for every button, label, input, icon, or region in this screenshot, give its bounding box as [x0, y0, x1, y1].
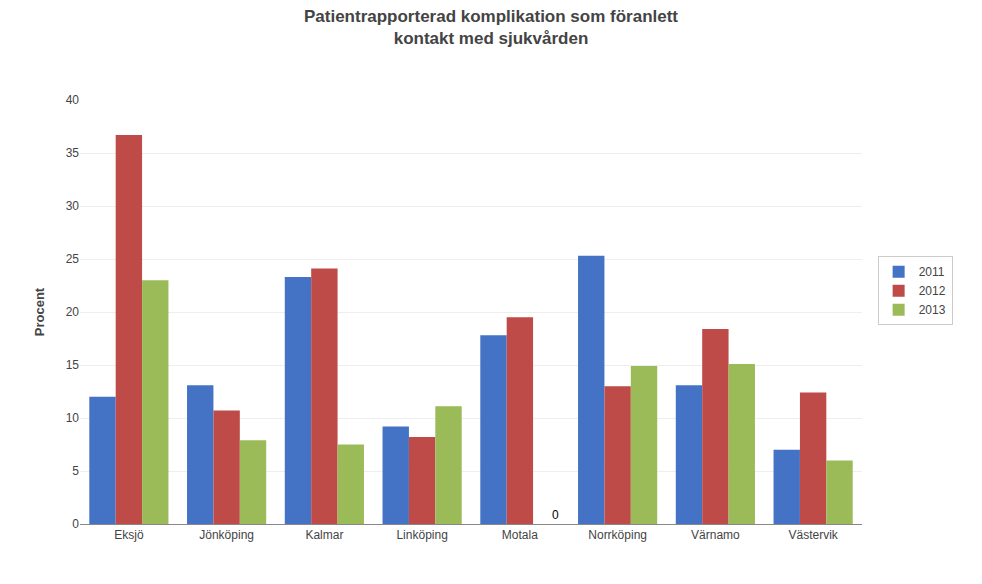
- svg-text:15: 15: [66, 358, 80, 372]
- svg-text:25: 25: [66, 252, 80, 266]
- svg-text:2011: 2011: [919, 265, 945, 279]
- svg-text:35: 35: [66, 146, 80, 160]
- svg-text:Eksjö: Eksjö: [114, 528, 144, 542]
- svg-text:Linköping: Linköping: [396, 528, 447, 542]
- svg-text:Motala: Motala: [502, 528, 538, 542]
- svg-text:30: 30: [66, 199, 80, 213]
- svg-text:2013: 2013: [919, 303, 946, 317]
- svg-text:0: 0: [72, 517, 79, 531]
- svg-text:Norrköping: Norrköping: [588, 528, 647, 542]
- svg-text:Värnamo: Värnamo: [691, 528, 740, 542]
- svg-text:2012: 2012: [919, 284, 946, 298]
- svg-text:20: 20: [66, 305, 80, 319]
- svg-text:5: 5: [72, 464, 79, 478]
- svg-text:Jönköping: Jönköping: [199, 528, 254, 542]
- svg-text:40: 40: [66, 93, 80, 107]
- svg-text:Västervik: Västervik: [788, 528, 838, 542]
- svg-text:Patientrapporterad komplikatio: Patientrapporterad komplikation som föra…: [304, 7, 678, 48]
- svg-text:10: 10: [66, 411, 80, 425]
- svg-text:0: 0: [552, 508, 559, 522]
- svg-text:Kalmar: Kalmar: [305, 528, 343, 542]
- svg-text:Procent: Procent: [32, 287, 47, 336]
